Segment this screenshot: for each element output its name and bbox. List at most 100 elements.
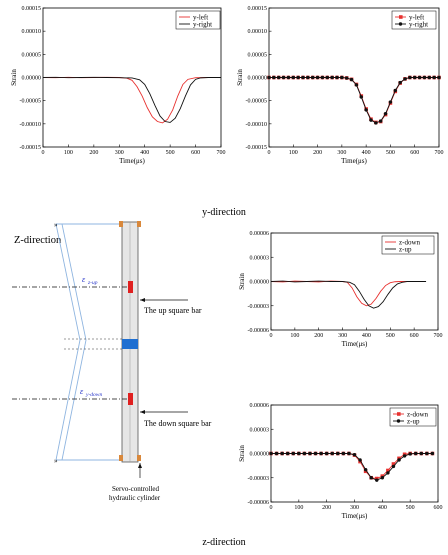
data-point-y-right: [291, 75, 295, 80]
data-point-z-up: [425, 451, 429, 456]
data-point-y-right: [320, 75, 325, 80]
data-point-z-up: [274, 451, 279, 456]
data-point-z-up: [358, 458, 362, 462]
data-point-z-up: [380, 476, 385, 480]
data-point-z-up: [319, 451, 323, 456]
data-point-y-right: [408, 75, 412, 80]
x-tick-label: 400: [378, 505, 387, 511]
x-tick-label: 500: [386, 150, 395, 156]
legend-box: [389, 407, 437, 427]
data-point-z-up: [391, 464, 396, 469]
data-point-z-up: [386, 471, 390, 475]
x-tick-label: 0: [270, 505, 273, 511]
y-tick-label: -0.00003: [248, 304, 270, 310]
data-point-y-right: [369, 118, 373, 122]
label-servo-line2: hydraulic cylinder: [109, 494, 161, 502]
legend-label-z-up: z-up: [407, 417, 420, 425]
label-up-square-bar: The up square bar: [144, 306, 202, 315]
legend-box: [175, 10, 221, 30]
chart-y-direction-experiment: 0 100 200 300 400 500 600 700 0.00015 0.00010 0.00…: [236, 6, 444, 165]
legend-marker-z-down: [397, 412, 401, 416]
data-point-y-right: [272, 75, 276, 80]
x-tick-label: 300: [350, 505, 359, 511]
data-point-z-up: [297, 451, 301, 456]
data-point-y-right: [335, 75, 339, 80]
data-point-z-up: [430, 451, 435, 456]
legend-label-z-up: z-up: [399, 245, 412, 253]
caption-z-direction-left: Z-direction: [14, 235, 62, 246]
x-tick-label: 200: [89, 150, 98, 156]
y-tick-label: 0.00003: [250, 255, 270, 261]
y-axis-label: Strain: [10, 69, 18, 86]
data-point-z-up: [414, 451, 418, 456]
x-tick-label: 500: [166, 150, 175, 156]
x-tick-label: 0: [268, 150, 271, 156]
data-point-y-right: [330, 75, 334, 80]
gauge-up-subscript: z-up: [87, 280, 98, 286]
y-tick-label: 0.00005: [22, 52, 42, 58]
series-line-y-right: [269, 77, 439, 124]
data-point-y-right: [422, 75, 427, 80]
x-tick-label: 700: [434, 333, 443, 339]
data-point-y-right: [311, 75, 315, 80]
x-tick-label: 600: [410, 150, 419, 156]
frame-outer-arm: [55, 223, 81, 461]
data-point-y-right: [340, 75, 344, 80]
gauge-down-subscript: y-down: [85, 392, 102, 398]
x-tick-label: 0: [270, 333, 273, 339]
data-point-y-right: [432, 75, 436, 80]
data-point-y-right: [281, 75, 286, 80]
label-servo-line1: Servo-controlled: [112, 485, 160, 493]
data-point-y-right: [345, 76, 349, 80]
y-tick-label: -0.00010: [20, 122, 42, 128]
y-axis-label: Strain: [238, 445, 246, 462]
data-point-z-up: [308, 451, 312, 456]
x-tick-label: 300: [338, 333, 347, 339]
data-point-z-up: [419, 451, 423, 456]
label-down-square-bar: The down square bar: [144, 419, 212, 428]
y-tick-label: 0.00000: [22, 76, 42, 82]
data-point-z-up: [369, 476, 373, 480]
x-tick-label: 200: [313, 150, 322, 156]
x-tick-label: 600: [191, 150, 200, 156]
series-line-z-up: [271, 453, 433, 481]
data-point-z-up: [302, 451, 307, 456]
y-tick-label: -0.00010: [246, 122, 268, 128]
y-tick-label: 0.00015: [22, 6, 42, 12]
down-square-bar-mark: [128, 393, 133, 405]
legend-marker-y-left: [399, 15, 403, 19]
clamp-bottom-right: [137, 455, 141, 461]
x-tick-label: 100: [294, 505, 303, 511]
down-bar-arrowhead: [140, 410, 145, 414]
series-line-z-down: [270, 280, 415, 307]
data-point-y-right: [427, 75, 431, 80]
y-tick-label: -0.00006: [248, 328, 270, 334]
x-tick-label: 500: [386, 333, 395, 339]
x-tick-label: 500: [406, 505, 415, 511]
data-point-z-up: [341, 451, 346, 456]
legend-marker-y-right: [398, 22, 403, 26]
middle-specimen-block: [122, 339, 138, 349]
caption-y-direction: y-direction: [202, 207, 246, 218]
data-point-z-up: [402, 454, 407, 458]
legend-label-y-left: y-left: [193, 13, 208, 21]
legend-label-y-right: y-right: [193, 20, 212, 28]
x-tick-label: 700: [435, 150, 444, 156]
data-point-y-right: [354, 83, 359, 87]
series-line-y-left: [269, 77, 439, 123]
data-point-y-right: [413, 75, 417, 80]
data-point-z-down: [386, 468, 390, 473]
data-point-y-right: [388, 100, 393, 104]
data-point-y-right: [267, 75, 271, 80]
x-tick-label: 600: [434, 505, 443, 511]
legend-box: [391, 10, 437, 30]
y-tick-label: 0.00000: [250, 452, 270, 458]
clamp-top-left: [119, 221, 123, 227]
y-tick-label: -0.00005: [20, 99, 42, 105]
gauge-up-symbol: ε: [82, 275, 86, 284]
x-tick-label: 400: [362, 150, 371, 156]
x-tick-label: 100: [64, 150, 73, 156]
chart-y-direction-simulation: 0 100 200 300 400 500 600 700 0.00015 0.00010 0.00…: [10, 6, 226, 165]
data-point-z-up: [280, 451, 284, 456]
